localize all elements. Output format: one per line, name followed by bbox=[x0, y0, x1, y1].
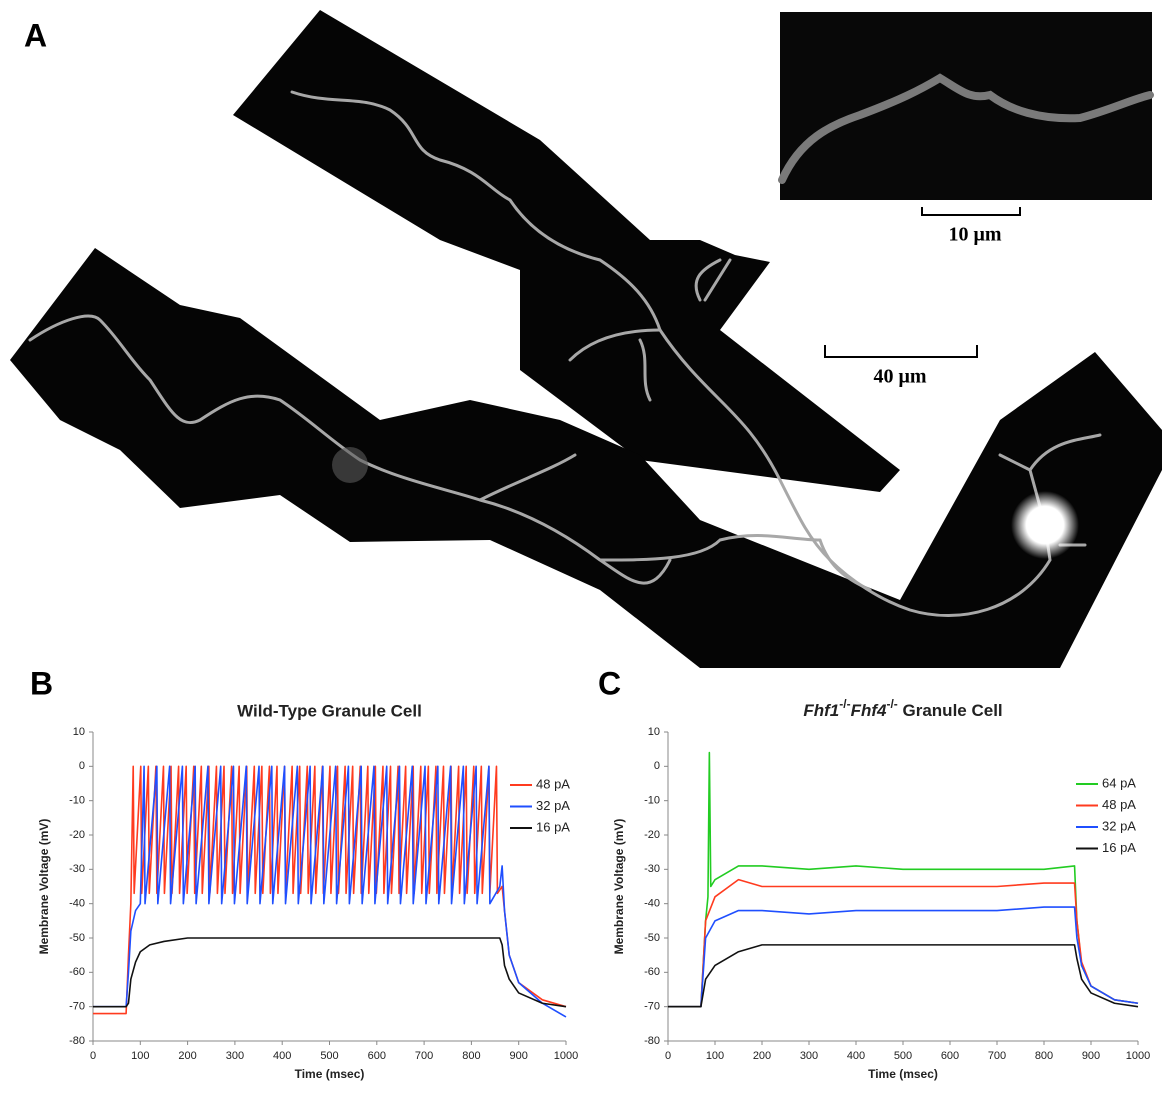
title-part: -/- bbox=[839, 697, 850, 711]
x-tick-label: 700 bbox=[415, 1050, 433, 1062]
x-tick-label: 900 bbox=[1082, 1050, 1100, 1062]
trace bbox=[93, 937, 567, 1008]
y-tick-label: -20 bbox=[69, 829, 85, 841]
y-tick-label: -40 bbox=[644, 898, 660, 910]
y-tick-label: -60 bbox=[69, 966, 85, 978]
trace bbox=[668, 878, 1139, 1008]
inset-image bbox=[780, 12, 1152, 200]
x-tick-label: 800 bbox=[462, 1050, 480, 1062]
x-tick-label: 200 bbox=[178, 1050, 196, 1062]
neurites bbox=[28, 73, 1154, 617]
x-axis-label: Time (msec) bbox=[295, 1067, 365, 1081]
title-part: -/- bbox=[886, 697, 897, 711]
x-tick-label: 400 bbox=[847, 1050, 865, 1062]
chart-title: Fhf1-/-Fhf4-/- Granule Cell bbox=[803, 697, 1002, 720]
x-tick-label: 1000 bbox=[554, 1050, 578, 1062]
soma-blur bbox=[332, 447, 368, 483]
y-tick-label: -20 bbox=[644, 829, 660, 841]
legend-label: 32 pA bbox=[1102, 818, 1136, 833]
x-axis-label: Time (msec) bbox=[868, 1067, 938, 1081]
panel-label: A bbox=[24, 17, 47, 53]
legend-label: 16 pA bbox=[536, 819, 570, 834]
scale-label: 10 μm bbox=[949, 224, 1002, 246]
chart-title: Wild-Type Granule Cell bbox=[237, 701, 422, 720]
scale-bar bbox=[824, 345, 978, 358]
y-tick-label: -50 bbox=[644, 932, 660, 944]
x-tick-label: 1000 bbox=[1126, 1050, 1150, 1062]
legend-label: 32 pA bbox=[536, 798, 570, 813]
x-tick-label: 700 bbox=[988, 1050, 1006, 1062]
legend-label: 48 pA bbox=[1102, 797, 1136, 812]
y-tick-label: -70 bbox=[644, 1001, 660, 1013]
y-tick-label: 10 bbox=[648, 726, 660, 738]
x-tick-label: 400 bbox=[273, 1050, 291, 1062]
panel-label: C bbox=[598, 665, 621, 701]
x-tick-label: 600 bbox=[941, 1050, 959, 1062]
scale-label: 40 μm bbox=[874, 366, 927, 388]
scale-bar bbox=[921, 207, 1021, 216]
title-part: Fhf1 bbox=[803, 701, 839, 720]
y-tick-label: -10 bbox=[69, 795, 85, 807]
y-tick-label: -80 bbox=[69, 1035, 85, 1047]
panel-label: B bbox=[30, 665, 53, 701]
x-tick-label: 600 bbox=[368, 1050, 386, 1062]
x-tick-label: 100 bbox=[706, 1050, 724, 1062]
y-tick-label: 0 bbox=[654, 760, 660, 772]
x-tick-label: 200 bbox=[753, 1050, 771, 1062]
y-tick-label: -10 bbox=[644, 795, 660, 807]
y-tick-label: -80 bbox=[644, 1035, 660, 1047]
legend-label: 64 pA bbox=[1102, 775, 1136, 790]
x-tick-label: 500 bbox=[320, 1050, 338, 1062]
y-tick-label: -50 bbox=[69, 932, 85, 944]
y-axis-label: Membrane Voltage (mV) bbox=[37, 819, 51, 955]
title-part: Fhf4 bbox=[851, 701, 887, 720]
image-tile bbox=[10, 248, 1162, 668]
x-tick-label: 0 bbox=[90, 1050, 96, 1062]
trace bbox=[93, 765, 567, 1018]
trace bbox=[93, 765, 567, 1015]
x-tick-label: 300 bbox=[800, 1050, 818, 1062]
x-tick-label: 500 bbox=[894, 1050, 912, 1062]
x-tick-label: 300 bbox=[226, 1050, 244, 1062]
x-tick-label: 900 bbox=[510, 1050, 528, 1062]
y-axis-label: Membrane Voltage (mV) bbox=[612, 819, 626, 955]
y-tick-label: 0 bbox=[79, 760, 85, 772]
trace bbox=[668, 944, 1139, 1008]
y-tick-label: 10 bbox=[73, 726, 85, 738]
x-tick-label: 0 bbox=[665, 1050, 671, 1062]
trace bbox=[668, 906, 1139, 1008]
x-tick-label: 800 bbox=[1035, 1050, 1053, 1062]
y-tick-label: -30 bbox=[69, 863, 85, 875]
micrograph: 10 μm 40 μm bbox=[10, 10, 1162, 668]
y-tick-label: -30 bbox=[644, 863, 660, 875]
title-part: Granule Cell bbox=[898, 701, 1003, 720]
y-tick-label: -40 bbox=[69, 898, 85, 910]
image-tile bbox=[233, 10, 900, 492]
x-tick-label: 100 bbox=[131, 1050, 149, 1062]
legend-label: 16 pA bbox=[1102, 840, 1136, 855]
y-tick-label: -70 bbox=[69, 1001, 85, 1013]
legend-label: 48 pA bbox=[536, 776, 570, 791]
soma bbox=[1011, 491, 1079, 559]
y-tick-label: -60 bbox=[644, 966, 660, 978]
